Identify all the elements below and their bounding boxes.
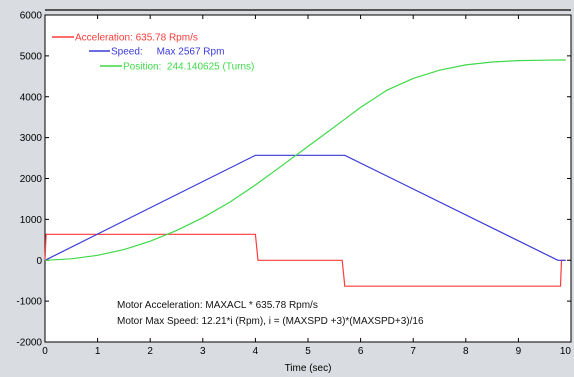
x-tick-label: 3 <box>200 346 206 357</box>
x-tick-label: 10 <box>560 346 572 357</box>
x-tick-label: 9 <box>516 346 522 357</box>
speed-line <box>44 154 566 261</box>
legend-label-speed: Speed: Max 2567 Rpm <box>111 47 224 58</box>
series-lines <box>44 59 566 287</box>
plot-area <box>44 14 572 343</box>
x-axis-label: Time (sec) <box>285 363 332 374</box>
legend-label-position: Position: 244.140625 (Turns) <box>123 62 254 73</box>
acceleration-line <box>44 233 566 287</box>
position-line <box>44 59 566 261</box>
y-axis: -2000 -1000 0 1000 2000 3000 4000 5000 6000 <box>16 11 571 349</box>
x-tick-label: 7 <box>410 346 416 357</box>
annotation-text: Motor Acceleration: MAXACL * 635.78 Rpm/… <box>117 300 318 311</box>
x-tick-label: 5 <box>305 346 311 357</box>
y-tick-label: 1000 <box>20 215 43 226</box>
y-tick-label: 4000 <box>20 92 43 103</box>
x-tick-label: 2 <box>147 346 153 357</box>
y-tick-label: -1000 <box>16 297 42 308</box>
y-tick-label: 5000 <box>20 51 43 62</box>
x-tick-label: 6 <box>358 346 364 357</box>
x-axis: 0 1 2 3 4 5 6 7 8 9 10 <box>42 15 572 357</box>
x-tick-label: 8 <box>463 346 469 357</box>
legend: Acceleration: 635.78 Rpm/s Speed: Max 256… <box>52 33 254 73</box>
x-tick-label: 1 <box>95 346 101 357</box>
legend-label-acceleration: Acceleration: 635.78 Rpm/s <box>75 33 198 44</box>
annotation-text: Motor Max Speed: 12.21*i (Rpm), i = (MAX… <box>117 316 424 327</box>
annotations: Motor Acceleration: MAXACL * 635.78 Rpm/… <box>117 300 424 327</box>
y-tick-label: -2000 <box>16 338 42 349</box>
y-tick-label: 6000 <box>20 11 43 22</box>
x-tick-label: 4 <box>253 346 259 357</box>
x-tick-label: 0 <box>42 346 48 357</box>
y-tick-label: 0 <box>36 256 42 267</box>
y-tick-label: 3000 <box>20 133 43 144</box>
y-tick-label: 2000 <box>20 174 43 185</box>
